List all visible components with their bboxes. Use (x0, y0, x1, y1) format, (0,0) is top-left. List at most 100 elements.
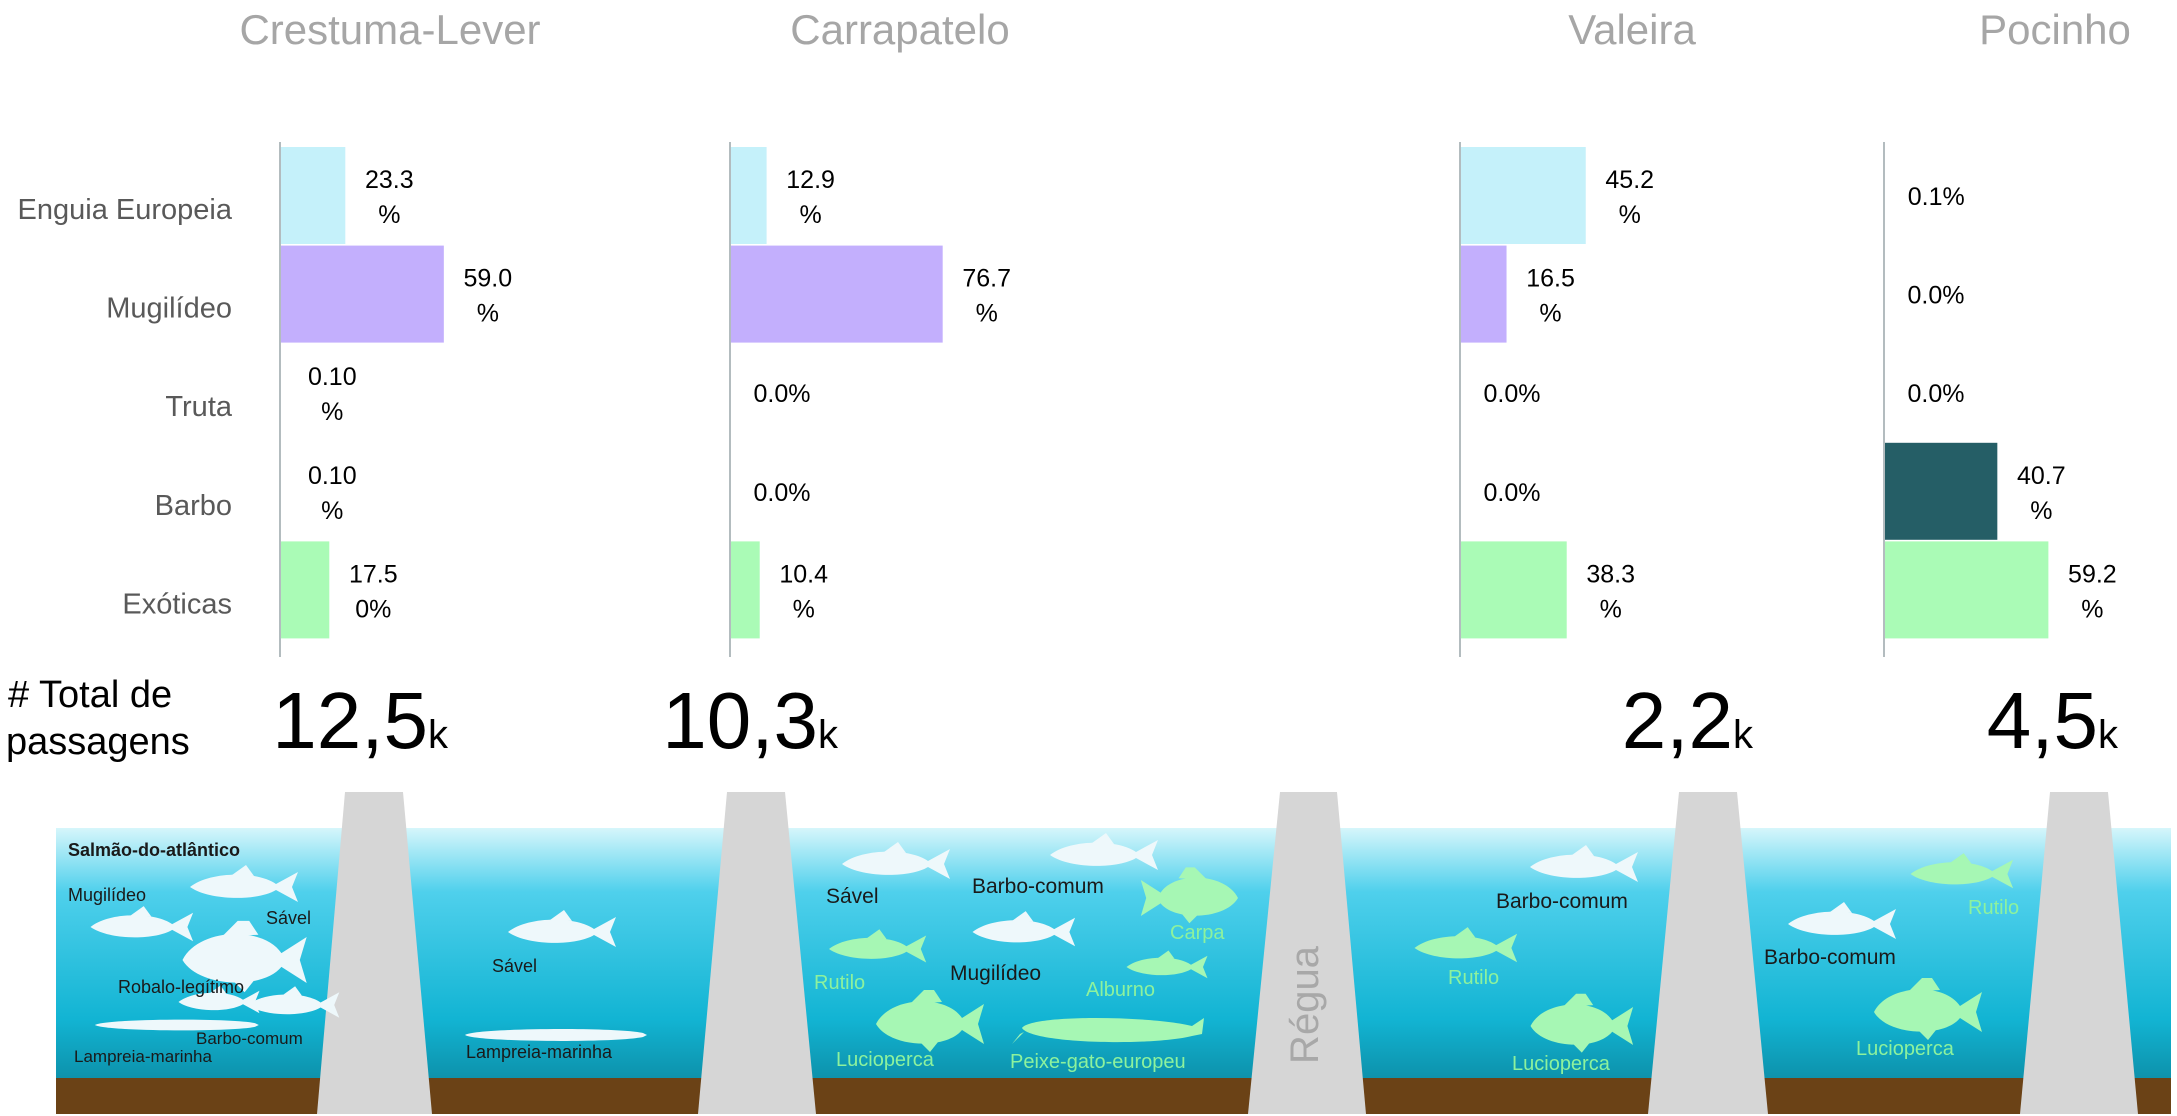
bar (281, 147, 346, 244)
species-label: Mugilídeo (68, 885, 146, 905)
bar (1461, 245, 1507, 343)
species-label: Mugilídeo (950, 962, 1041, 985)
panel-title: Carrapatelo (790, 6, 1009, 53)
data-label: 76.7 (962, 265, 1011, 293)
species-label: Rutilo (1448, 967, 1499, 989)
species-label: Barbo-comum (1496, 890, 1628, 913)
data-label: 23.3 (365, 166, 414, 194)
bar (281, 245, 444, 343)
panel-3: Pocinho 0.1% 0.0% 0.0% 40.7% 59.2% 4,5k (1883, 6, 2131, 765)
data-label: 59.2 (2068, 560, 2117, 588)
data-label-unit: % (2081, 595, 2103, 623)
category-label: Enguia Europeia (18, 194, 233, 226)
panel-title: Pocinho (1979, 6, 2131, 53)
panel-2: Valeira 45.2% 16.5% 0.0% 0.0% 38.3% 2,2k (1459, 6, 1754, 765)
species-label: Salmão-do-atlântico (68, 840, 240, 860)
species-label: Barbo-comum (196, 1029, 303, 1048)
data-label: 0.0% (1484, 380, 1541, 408)
species-label: Carpa (1170, 922, 1225, 944)
species-label: Lucioperca (1856, 1038, 1955, 1060)
species-label: Sável (826, 885, 879, 908)
data-label: 0.0% (1908, 380, 1965, 408)
lamprey-icon (465, 1029, 647, 1041)
bar (731, 541, 760, 639)
data-label-unit: % (378, 201, 400, 229)
shad-icon (182, 920, 307, 993)
data-label-unit: % (799, 201, 821, 229)
salmon-icon (190, 865, 298, 902)
data-label-unit: % (1539, 300, 1561, 328)
species-label: Peixe-gato-europeu (1010, 1051, 1186, 1073)
data-label-unit: % (477, 300, 499, 328)
catfish-icon (1012, 1018, 1204, 1044)
species-label: Barbo-comum (1764, 946, 1896, 969)
dam-pillar (1248, 792, 1366, 1114)
carp-icon (1140, 867, 1238, 924)
data-label: 10.4 (779, 560, 828, 588)
data-label: 38.3 (1586, 560, 1635, 588)
species-label: Lampreia-marinha (74, 1047, 212, 1066)
data-label-unit: % (321, 398, 343, 426)
zander-icon (1530, 993, 1634, 1053)
bar (1885, 442, 1998, 540)
data-label-unit: % (1619, 201, 1641, 229)
mullet-icon (972, 911, 1076, 947)
total-passages-value: 4,5k (1987, 676, 2119, 765)
data-label: 0.10 (308, 462, 357, 490)
data-label-unit: % (2030, 497, 2052, 525)
panel-1: Carrapatelo 12.9% 76.7% 0.0% 0.0% 10.4% 10,3k (662, 6, 1011, 765)
roach-icon (1414, 927, 1518, 963)
species-label: Rutilo (1968, 897, 2019, 919)
dam-pillar (317, 792, 432, 1114)
species-label: Alburno (1086, 979, 1155, 1001)
total-label-line-2: passagens (6, 721, 190, 763)
data-label: 45.2 (1605, 166, 1654, 194)
river-illustration: Régua Salmão-do-atlântico Mugilídeo Sável Ro… (56, 792, 2171, 1114)
data-label: 0.0% (754, 380, 811, 408)
data-label: 0.10 (308, 363, 357, 391)
shad-icon (842, 842, 950, 879)
bleak-icon (1126, 950, 1208, 979)
total-passages-value: 2,2k (1622, 676, 1754, 765)
zander-icon (1874, 978, 1982, 1040)
dam-pillar (1648, 792, 1768, 1114)
barbel-icon (1788, 902, 1896, 939)
data-label-unit: % (976, 300, 998, 328)
category-label: Truta (165, 391, 232, 423)
mullet-icon (90, 906, 194, 942)
data-label-unit: 0% (355, 595, 391, 623)
data-label: 16.5 (1526, 265, 1575, 293)
data-label: 12.9 (786, 166, 835, 194)
species-label: Robalo-legítimo (118, 977, 244, 997)
shad-icon (508, 910, 616, 947)
bar (731, 245, 943, 343)
bar (1885, 541, 2049, 639)
dam-pillar (698, 792, 816, 1114)
seabass-icon (247, 986, 340, 1018)
species-label: Lucioperca (1512, 1053, 1611, 1075)
bar (1461, 147, 1586, 244)
category-label: Exóticas (122, 588, 232, 620)
panel-title: Crestuma-Lever (239, 6, 540, 53)
roach-icon (829, 929, 927, 963)
data-label: 59.0 (464, 265, 513, 293)
zander-icon (876, 990, 984, 1052)
dam-label: Régua (1283, 945, 1327, 1064)
data-label: 0.0% (754, 479, 811, 507)
lamprey-icon (95, 1019, 259, 1031)
total-label-line-1: # Total de (8, 674, 172, 716)
category-label: Mugilídeo (106, 293, 232, 325)
bar (731, 147, 767, 244)
total-passages-value: 12,5k (272, 676, 449, 765)
data-label: 17.5 (349, 560, 398, 588)
data-label: 40.7 (2017, 462, 2066, 490)
panel-0: Crestuma-Lever 23.3% 59.0% 0.10% 0.10% 17.5 0%… (239, 6, 540, 765)
bar (281, 541, 330, 639)
dam-pillar (2020, 792, 2138, 1114)
bar-panels: Enguia Europeia Mugilídeo Truta Barbo Exótic… (18, 6, 2131, 765)
species-label: Barbo-comum (972, 875, 1104, 898)
category-label: Barbo (155, 490, 232, 522)
barbel-icon (1050, 833, 1158, 870)
species-label: Lampreia-marinha (466, 1042, 613, 1062)
